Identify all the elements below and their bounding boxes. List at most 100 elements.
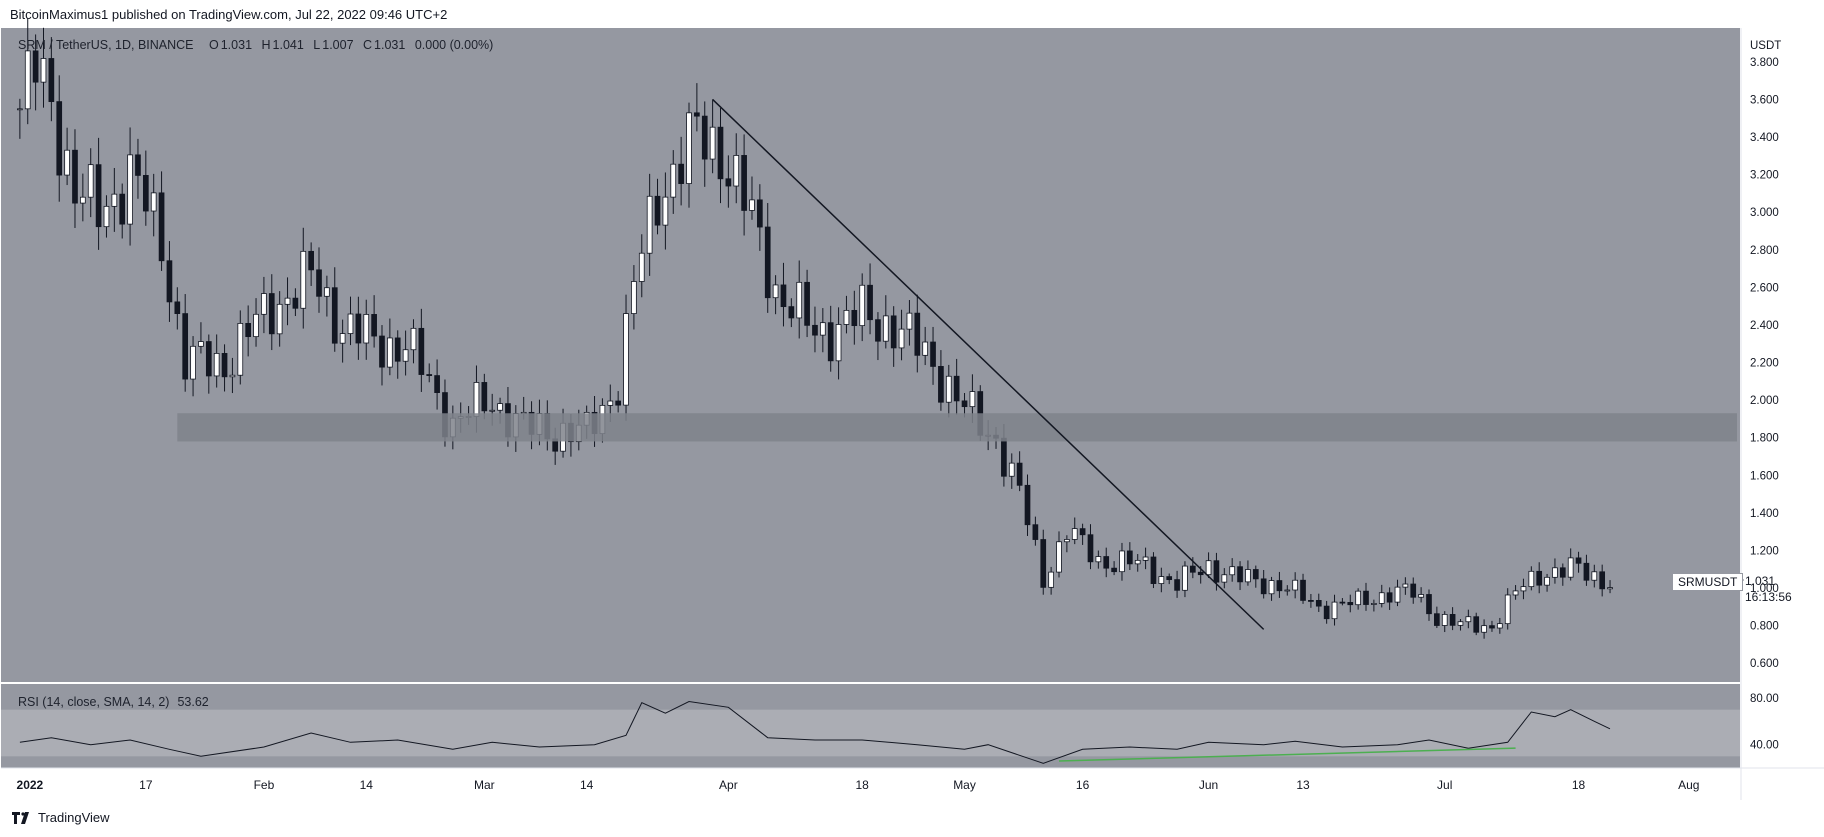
candle-body — [213, 353, 220, 377]
candle-body — [387, 337, 393, 368]
candle-body — [1237, 566, 1243, 583]
candle-body — [379, 335, 385, 368]
candle-body — [867, 284, 873, 321]
candle-body — [418, 327, 425, 375]
candle-body — [1008, 462, 1015, 477]
candle-body — [1001, 437, 1007, 477]
candle-body — [1166, 576, 1173, 581]
candle-body — [890, 315, 897, 349]
rsi-band — [1, 709, 1740, 757]
candle-body — [1402, 583, 1409, 588]
candle-body — [48, 58, 55, 103]
candle-body — [1386, 592, 1393, 603]
change-value: 0.000 (0.00%) — [414, 38, 494, 52]
candle-body — [788, 306, 795, 319]
time-tick-label: 17 — [139, 778, 153, 792]
candle-body — [410, 327, 417, 351]
candle-body — [95, 164, 102, 228]
candle-body — [843, 309, 850, 325]
candle-body — [489, 409, 496, 412]
candle-body — [1032, 524, 1039, 540]
candle-body — [1142, 556, 1149, 561]
candle-body — [686, 112, 692, 184]
candle-body — [646, 195, 653, 254]
rsi-tick-label: 40.00 — [1750, 740, 1779, 752]
candle-body — [363, 314, 370, 344]
last-price-value: 1.031 — [1745, 574, 1776, 588]
symbol-legend[interactable]: SRM / TetherUS, 1D, BINANCE O 1.031 H 1.04… — [18, 38, 493, 52]
candle-body — [662, 196, 669, 226]
candle-body — [804, 281, 810, 326]
candle-body — [339, 333, 346, 344]
candle-body — [1016, 462, 1023, 486]
price-axis[interactable]: 3.800 3.600 3.400 3.200 3.000 2.800 2.600 2.400… — [1750, 57, 1779, 670]
candle-body — [331, 287, 338, 344]
descending-trendline — [712, 98, 1265, 630]
candle-body — [1496, 623, 1503, 629]
candle-body — [1583, 562, 1590, 581]
candle-body — [1441, 614, 1448, 626]
footer[interactable]: TradingView — [12, 810, 110, 825]
candle-body — [166, 260, 173, 303]
open-value: 1.031 — [220, 38, 253, 52]
candle-body — [1607, 587, 1613, 590]
candle-body — [324, 287, 330, 297]
price-tick-label: 3.400 — [1750, 132, 1779, 144]
high-key: H — [261, 38, 271, 52]
candle-body — [1559, 567, 1566, 578]
candle-body — [56, 101, 63, 176]
candle-body — [182, 313, 189, 380]
candle-body — [1134, 559, 1141, 565]
candle-body — [749, 199, 755, 211]
candle-body — [127, 154, 133, 225]
candle-body — [1292, 579, 1299, 591]
candle-body — [1323, 605, 1330, 620]
time-tick-label: 14 — [580, 778, 594, 792]
price-tick-label: 1.000 — [1750, 583, 1779, 595]
candle-body — [1512, 590, 1519, 596]
candle-body — [1347, 602, 1354, 606]
rsi-legend[interactable]: RSI (14, close, SMA, 14, 2) 53.62 — [18, 695, 209, 709]
candle-body — [174, 301, 181, 315]
candle-body — [701, 115, 708, 160]
candle-body — [1418, 594, 1424, 598]
candle-body — [1048, 571, 1054, 588]
time-axis[interactable]: 2022 17 Feb 14 Mar 14 Apr 18 May 16 Jun 13 Jul 18 Aug — [17, 778, 1700, 792]
candle-body — [851, 309, 858, 327]
candle-body — [1552, 567, 1558, 578]
candle-body — [717, 126, 724, 180]
time-tick-label: 16 — [1076, 778, 1090, 792]
candle-body — [827, 322, 834, 362]
candle-body — [930, 341, 936, 367]
candle-body — [725, 178, 732, 187]
candle-body — [607, 400, 614, 406]
price-tick-label: 1.800 — [1750, 433, 1779, 445]
candle-body — [969, 391, 976, 408]
candle-body — [237, 323, 244, 376]
candle-body — [1260, 578, 1267, 595]
price-tick-label: 1.400 — [1750, 508, 1779, 520]
high-value: 1.041 — [272, 38, 304, 52]
rsi-axis[interactable]: 80.00 40.00 — [1750, 693, 1779, 752]
candle-body — [953, 375, 960, 402]
rsi-line — [19, 700, 1611, 764]
candle-body — [276, 303, 283, 335]
publisher-header: BitcoinMaximus1 published on TradingView… — [10, 7, 448, 22]
candle-body — [961, 400, 968, 408]
candle-body — [709, 126, 716, 160]
candle-body — [481, 382, 488, 412]
candle-body — [1024, 484, 1031, 526]
candle-body — [402, 349, 409, 362]
candle-body — [1079, 528, 1086, 536]
candle-body — [1252, 569, 1259, 580]
time-tick-label: Jul — [1437, 778, 1452, 792]
candle-body — [819, 322, 826, 336]
candle-body — [1284, 589, 1291, 592]
candle-body — [733, 155, 740, 187]
price-tick-label: 2.400 — [1750, 320, 1779, 332]
candle-body — [1378, 592, 1385, 604]
candle-body — [654, 195, 661, 226]
candle-body — [1331, 601, 1338, 620]
candle-body — [80, 196, 86, 204]
